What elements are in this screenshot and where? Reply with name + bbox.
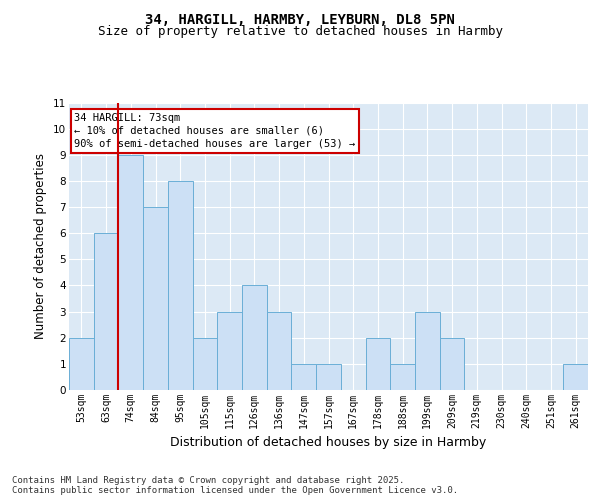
Bar [193, 338, 217, 390]
Bar [440, 338, 464, 390]
Bar [94, 233, 118, 390]
Bar [69, 338, 94, 390]
X-axis label: Distribution of detached houses by size in Harmby: Distribution of detached houses by size … [170, 436, 487, 450]
Bar [143, 207, 168, 390]
Bar [365, 338, 390, 390]
Text: Contains HM Land Registry data © Crown copyright and database right 2025.
Contai: Contains HM Land Registry data © Crown c… [12, 476, 458, 495]
Bar [118, 155, 143, 390]
Bar [390, 364, 415, 390]
Text: Size of property relative to detached houses in Harmby: Size of property relative to detached ho… [97, 25, 503, 38]
Bar [415, 312, 440, 390]
Text: 34, HARGILL, HARMBY, LEYBURN, DL8 5PN: 34, HARGILL, HARMBY, LEYBURN, DL8 5PN [145, 12, 455, 26]
Bar [267, 312, 292, 390]
Bar [217, 312, 242, 390]
Bar [242, 286, 267, 390]
Text: 34 HARGILL: 73sqm
← 10% of detached houses are smaller (6)
90% of semi-detached : 34 HARGILL: 73sqm ← 10% of detached hous… [74, 112, 355, 149]
Bar [563, 364, 588, 390]
Y-axis label: Number of detached properties: Number of detached properties [34, 153, 47, 340]
Bar [292, 364, 316, 390]
Bar [316, 364, 341, 390]
Bar [168, 181, 193, 390]
